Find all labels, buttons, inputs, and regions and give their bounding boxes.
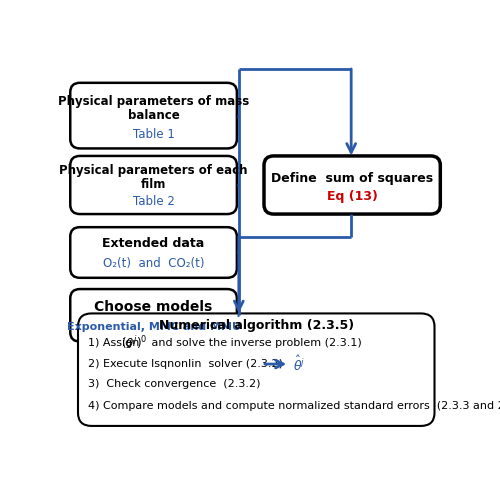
Text: Choose models: Choose models: [94, 300, 212, 315]
Text: Table 1: Table 1: [132, 128, 174, 141]
FancyBboxPatch shape: [70, 156, 237, 214]
Text: film: film: [141, 179, 166, 191]
FancyBboxPatch shape: [70, 227, 237, 278]
Text: 4) Compare models and compute normalized standard errors  (2.3.3 and 2.3.4): 4) Compare models and compute normalized…: [88, 401, 500, 411]
Text: Table 2: Table 2: [132, 195, 174, 208]
Text: Extended data: Extended data: [102, 237, 204, 250]
Text: 3)  Check convergence  (2.3.2): 3) Check convergence (2.3.2): [88, 379, 260, 389]
FancyBboxPatch shape: [264, 156, 440, 214]
Text: $\hat{\theta}^j$: $\hat{\theta}^j$: [293, 355, 306, 374]
Text: Numerical algorithm (2.3.5): Numerical algorithm (2.3.5): [158, 319, 354, 332]
Text: O₂(t)  and  CO₂(t): O₂(t) and CO₂(t): [103, 257, 204, 270]
FancyBboxPatch shape: [70, 289, 237, 341]
Text: Physical parameters of mass: Physical parameters of mass: [58, 94, 249, 108]
Text: 2) Execute lsqnonlin  solver (2.3.2): 2) Execute lsqnonlin solver (2.3.2): [88, 359, 282, 369]
Text: and solve the inverse problem (2.3.1): and solve the inverse problem (2.3.1): [148, 337, 362, 348]
FancyBboxPatch shape: [70, 83, 237, 149]
Text: Eq (13): Eq (13): [326, 190, 378, 203]
Text: Physical parameters of each: Physical parameters of each: [60, 164, 248, 177]
Text: Exponential, MMC and MMU: Exponential, MMC and MMU: [66, 322, 240, 332]
Text: 1) Assign: 1) Assign: [88, 337, 142, 348]
FancyBboxPatch shape: [78, 314, 434, 426]
Text: $(\theta^j)^0$: $(\theta^j)^0$: [120, 334, 147, 351]
Text: balance: balance: [128, 109, 180, 122]
Text: Define  sum of squares: Define sum of squares: [271, 171, 433, 185]
